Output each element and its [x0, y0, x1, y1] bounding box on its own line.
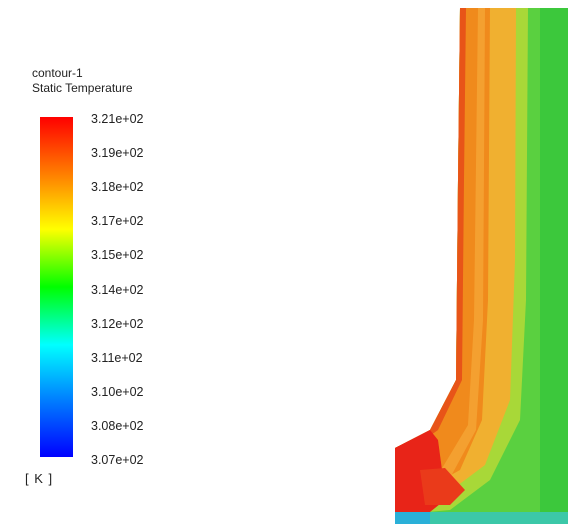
- color-bar: [40, 117, 73, 457]
- legend-tick-label: 3.07e+02: [91, 453, 144, 467]
- legend-tick-label: 3.15e+02: [91, 248, 144, 263]
- legend-tick-label: 3.08e+02: [91, 418, 144, 433]
- legend-tick-label: 3.19e+02: [91, 146, 144, 161]
- legend-tick-label: 3.12e+02: [91, 316, 144, 331]
- legend-title-variable: Static Temperature: [32, 81, 133, 95]
- temperature-contour-plot: [395, 8, 568, 524]
- legend-tick-label: 3.17e+02: [91, 214, 144, 229]
- legend-tick-label: 3.11e+02: [91, 350, 143, 365]
- legend-title-contour: contour-1: [32, 66, 83, 80]
- legend-tick-label: 3.10e+02: [91, 384, 144, 399]
- legend-tick-label: 3.18e+02: [91, 180, 144, 195]
- unit-label: [ K ]: [25, 471, 54, 486]
- legend-tick-label: 3.14e+02: [91, 282, 144, 297]
- legend-tick-label: 3.21e+02: [91, 112, 144, 126]
